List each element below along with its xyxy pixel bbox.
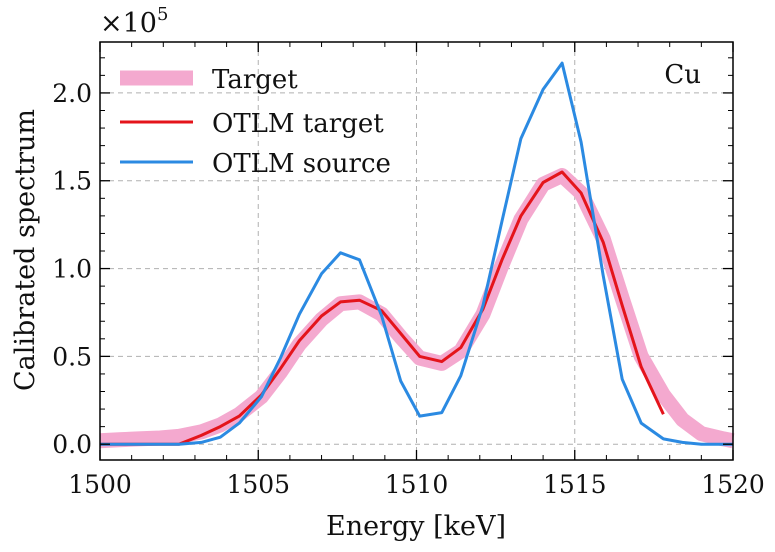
x-tick-label: 1515 — [543, 470, 607, 499]
x-tick-labels: 1500 1505 1510 1515 1520 — [68, 470, 765, 499]
y-scale-exponent: 5 — [157, 4, 168, 25]
y-tick-label: 0.5 — [52, 342, 92, 371]
series-target — [99, 168, 735, 449]
legend-label-otlm-target: OTLM target — [212, 109, 384, 139]
x-tick-label: 1500 — [68, 470, 132, 499]
axis-ticks — [99, 42, 734, 460]
legend-label-target: Target — [212, 65, 298, 95]
y-scale-base: ×10 — [100, 8, 157, 39]
series-group — [99, 61, 735, 449]
plot-frame — [99, 41, 734, 461]
series-otlm-source — [100, 61, 733, 446]
y-tick-labels: 0.0 0.5 1.0 1.5 2.0 — [52, 79, 92, 459]
y-tick-label: 1.0 — [52, 255, 92, 284]
y-tick-label: 0.0 — [52, 430, 92, 459]
element-annotation: Cu — [664, 60, 701, 90]
x-axis-label: Energy [keV] — [326, 511, 506, 542]
series-otlm-target — [100, 170, 665, 446]
y-scale-label: ×105 — [100, 4, 168, 39]
legend-label-otlm-source: OTLM source — [212, 149, 391, 179]
x-tick-label: 1510 — [385, 470, 449, 499]
x-tick-label: 1505 — [226, 470, 290, 499]
y-tick-label: 2.0 — [52, 79, 92, 108]
y-axis-label: Calibrated spectrum — [10, 109, 41, 391]
legend: Target OTLM target OTLM source — [120, 65, 391, 179]
x-tick-label: 1520 — [701, 470, 765, 499]
y-tick-label: 1.5 — [52, 167, 92, 196]
